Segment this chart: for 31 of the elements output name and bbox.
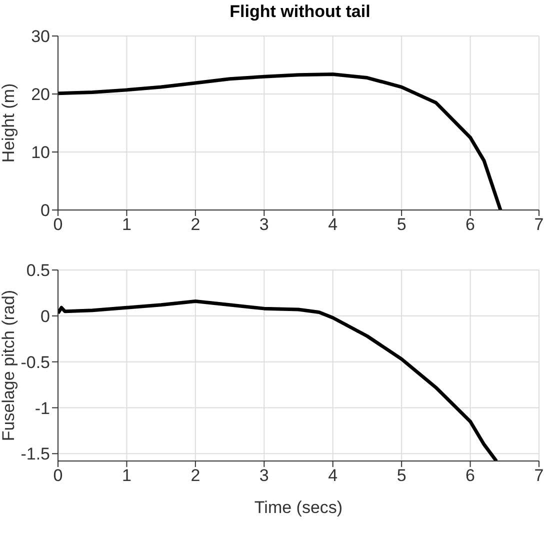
y-tick-label: 20 (31, 85, 50, 104)
y-tick-label: -1 (34, 398, 50, 418)
x-tick-label: 1 (122, 466, 132, 486)
chart-title: Flight without tail (228, 2, 372, 22)
x-tick-label: 5 (396, 215, 406, 234)
x-tick-label: 3 (259, 466, 269, 486)
x-axis-title: Time (secs) (254, 498, 343, 518)
x-tick-label: 7 (534, 215, 544, 234)
y-axis-title: Height (m) (0, 83, 18, 163)
x-tick-label: 1 (122, 215, 132, 234)
x-tick-label: 0 (53, 466, 63, 486)
y-axis-title: Fuselage pitch (rad) (0, 290, 18, 442)
x-tick-label: 3 (259, 215, 269, 234)
y-tick-label: 0 (40, 201, 50, 220)
y-tick-label: 30 (31, 27, 50, 46)
x-tick-label: 0 (53, 215, 63, 234)
y-tick-label: 10 (31, 143, 50, 162)
y-tick-label: 0.5 (26, 261, 50, 280)
y-tick-label: -0.5 (20, 352, 50, 372)
line-series (58, 72, 502, 210)
line-series (58, 299, 498, 461)
y-tick-label: 0 (40, 306, 50, 326)
x-tick-label: 2 (190, 466, 200, 486)
x-tick-label: 6 (466, 215, 476, 234)
x-tick-label: 2 (190, 215, 200, 234)
x-tick-label: 6 (466, 466, 476, 486)
x-tick-label: 5 (396, 466, 406, 486)
x-tick-label: 4 (328, 215, 338, 234)
x-tick-label: 4 (328, 466, 338, 486)
y-tick-label: -1.5 (20, 444, 50, 464)
x-tick-label: 7 (534, 466, 544, 486)
